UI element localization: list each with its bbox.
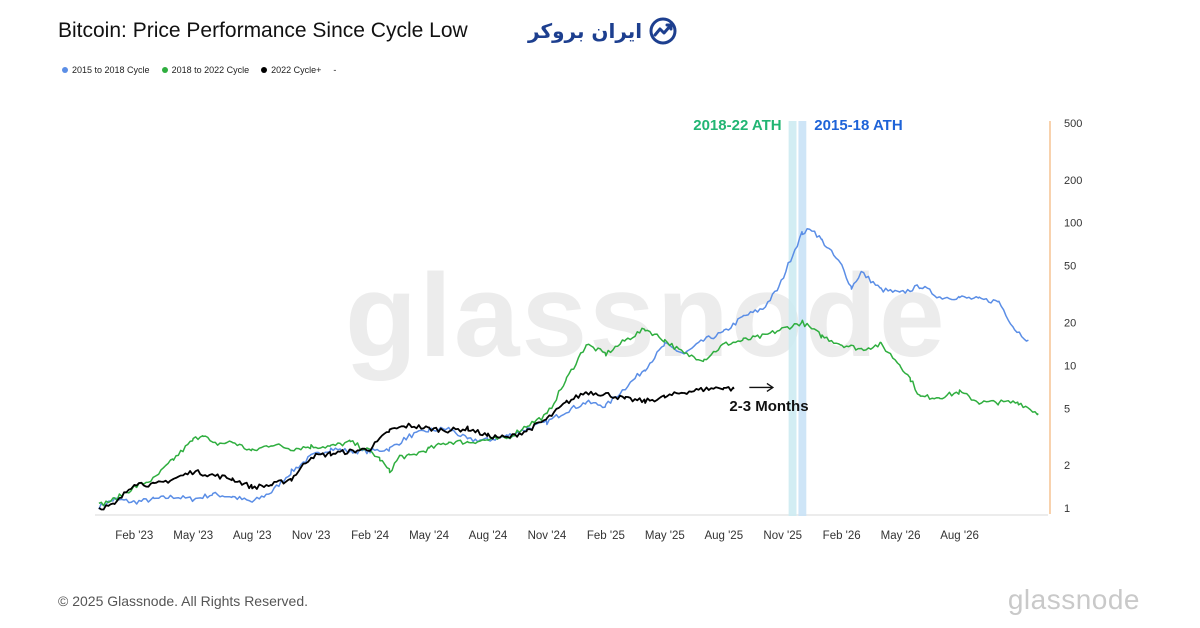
y-tick-label: 5 xyxy=(1064,403,1070,415)
legend-label-2022-cycle: 2022 Cycle+ xyxy=(271,65,322,75)
y-tick-label: 20 xyxy=(1064,317,1076,329)
series-line-2015-2018 xyxy=(98,228,1029,510)
legend-label-2015-2018: 2015 to 2018 Cycle xyxy=(72,65,150,75)
ath-label-2015-18: 2015-18 ATH xyxy=(814,117,902,134)
x-tick-label: May '26 xyxy=(881,530,921,542)
legend-label-blank: - xyxy=(333,65,337,75)
chart-legend: 2015 to 2018 Cycle 2018 to 2022 Cycle 20… xyxy=(62,65,336,75)
legend-item-2015-2018[interactable]: 2015 to 2018 Cycle xyxy=(62,65,150,75)
series-line-2018-2022 xyxy=(98,319,1039,507)
footer-copyright: © 2025 Glassnode. All Rights Reserved. xyxy=(58,593,309,609)
legend-item-2022-cycle[interactable]: 2022 Cycle+ xyxy=(261,65,321,75)
legend-dot-2018-2022 xyxy=(161,67,168,73)
x-tick-label: May '24 xyxy=(409,530,450,542)
x-tick-label: Feb '25 xyxy=(587,530,625,542)
legend-item-2018-2022[interactable]: 2018 to 2022 Cycle xyxy=(161,65,250,75)
legend-dot-2022-cycle xyxy=(261,67,268,73)
y-tick-label: 50 xyxy=(1064,261,1076,273)
legend-dot-2015-2018 xyxy=(62,67,68,73)
y-tick-label: 2 xyxy=(1064,460,1070,472)
x-tick-label: Aug '25 xyxy=(704,530,743,542)
x-tick-label: Nov '25 xyxy=(763,530,802,542)
legend-label-2018-2022: 2018 to 2022 Cycle xyxy=(171,65,250,75)
y-tick-label: 10 xyxy=(1064,360,1076,372)
footer-brand-logo: glassnode xyxy=(1007,584,1140,615)
series-line-2022-cycle xyxy=(98,386,735,511)
brand-logo: ایران بروکر xyxy=(528,16,678,46)
ath-label-2018-22: 2018-22 ATH xyxy=(693,117,781,134)
y-tick-label: 500 xyxy=(1064,118,1082,130)
trend-chart-icon xyxy=(649,17,677,45)
y-tick-label: 1 xyxy=(1064,503,1070,515)
legend-item-blank[interactable]: - xyxy=(333,65,336,75)
x-tick-label: Aug '26 xyxy=(940,530,979,542)
brand-logo-text: ایران بروکر xyxy=(528,19,643,43)
y-tick-label: 200 xyxy=(1064,175,1082,187)
x-tick-label: Feb '23 xyxy=(115,530,153,542)
x-tick-label: Aug '24 xyxy=(469,530,508,542)
x-tick-label: Feb '24 xyxy=(351,530,390,542)
x-tick-label: Aug '23 xyxy=(233,530,272,542)
ath-band-2018-22 xyxy=(788,121,797,516)
arrow-head xyxy=(766,382,775,392)
chart-title: Bitcoin: Price Performance Since Cycle L… xyxy=(58,19,468,42)
x-tick-label: Feb '26 xyxy=(823,530,861,542)
x-tick-label: Nov '24 xyxy=(528,530,567,542)
x-tick-label: Nov '23 xyxy=(292,530,331,542)
x-tick-label: May '23 xyxy=(173,530,213,542)
annotation-label: 2-3 Months xyxy=(729,398,808,415)
y-tick-label: 100 xyxy=(1064,218,1082,230)
x-tick-label: May '25 xyxy=(645,530,685,542)
ath-band-2015-18 xyxy=(798,121,807,516)
